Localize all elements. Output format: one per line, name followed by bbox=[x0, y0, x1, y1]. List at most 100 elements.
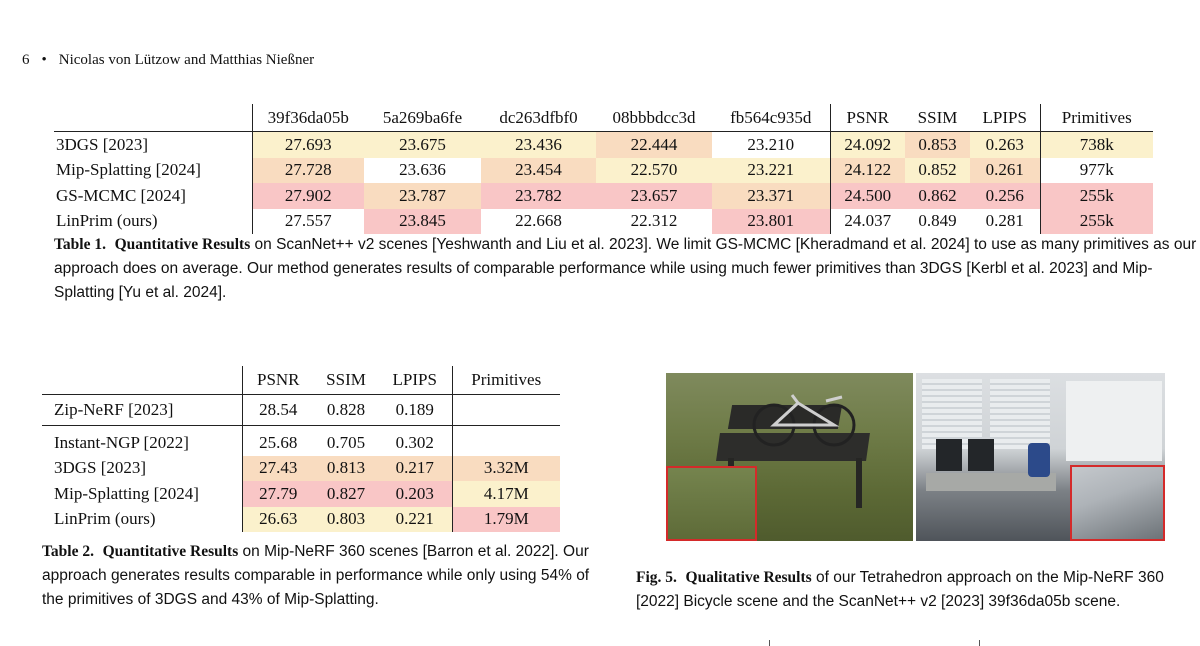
table-cell: 0.862 bbox=[905, 183, 970, 209]
table-cell: 27.728 bbox=[251, 157, 364, 183]
bench-leg bbox=[856, 458, 862, 508]
row-label: Instant-NGP [2022] bbox=[54, 432, 189, 452]
column-header-lpips: LPIPS bbox=[378, 366, 452, 395]
table-cell: 27.43 bbox=[241, 455, 314, 481]
table-cell: 0.705 bbox=[326, 432, 366, 452]
running-header: 6 • Nicolas von Lützow and Matthias Nießne… bbox=[22, 52, 314, 69]
table-cell: 0.849 bbox=[905, 208, 970, 234]
window-blinds bbox=[922, 379, 982, 449]
column-header-ssim: SSIM bbox=[905, 104, 970, 132]
table-cell: 27.557 bbox=[251, 208, 364, 234]
table-cell: 0.256 bbox=[970, 183, 1040, 209]
table-cell: 26.63 bbox=[241, 506, 314, 532]
table-cell: 0.827 bbox=[314, 481, 378, 507]
row-label: Zip-NeRF [2023] bbox=[42, 394, 242, 426]
table-2-header-row: PSNR SSIM LPIPS Primitives bbox=[42, 366, 560, 395]
table-row: 3DGS [2023] 27.43 0.813 0.217 3.32M bbox=[42, 455, 560, 481]
row-label: 3DGS [2023] bbox=[54, 458, 147, 478]
figure-5 bbox=[666, 373, 1165, 541]
table-cell: 255k bbox=[1039, 183, 1153, 209]
caption-bold: Qualitative Results bbox=[685, 569, 812, 586]
table-row: Mip-Splatting [2024] 27.728 23.636 23.45… bbox=[54, 157, 1153, 183]
table-row: LinPrim (ours) 26.63 0.803 0.221 1.79M bbox=[42, 506, 560, 532]
monitor bbox=[968, 439, 994, 471]
table-1-corner bbox=[54, 104, 252, 132]
table-cell: 738k bbox=[1039, 131, 1153, 158]
table-cell: 23.436 bbox=[481, 131, 596, 158]
office-chair bbox=[1028, 443, 1050, 477]
table-1-header-row: 39f36da05b 5a269ba6fe dc263dfbf0 08bbbdc… bbox=[54, 104, 1153, 132]
table-row: 3DGS [2023] 27.693 23.675 23.436 22.444 … bbox=[54, 131, 1153, 158]
table-cell: 23.454 bbox=[481, 157, 596, 183]
table-cell: 0.189 bbox=[378, 394, 452, 426]
whiteboard bbox=[1066, 381, 1162, 461]
table-row: GS-MCMC [2024] 27.902 23.787 23.782 23.6… bbox=[54, 183, 1153, 209]
table-cell: 0.263 bbox=[970, 131, 1040, 158]
table-cell: 0.261 bbox=[970, 157, 1040, 183]
table-cell: 22.570 bbox=[596, 157, 712, 183]
column-header-psnr: PSNR bbox=[241, 366, 314, 395]
column-header-psnr: PSNR bbox=[829, 104, 905, 132]
office-zoom-inset bbox=[1070, 465, 1165, 541]
table-row: Instant-NGP [2022] 25.68 0.705 0.302 bbox=[42, 425, 560, 456]
table-cell: 23.782 bbox=[481, 183, 596, 209]
table-cell: 23.657 bbox=[596, 183, 712, 209]
table-cell: 4.17M bbox=[451, 481, 560, 507]
table-cell: 22.312 bbox=[596, 208, 712, 234]
caption-text: of our Tetrahedron approach on the Mip-N… bbox=[636, 569, 1164, 610]
table-cell: 23.675 bbox=[364, 131, 481, 158]
table-1: 39f36da05b 5a269ba6fe dc263dfbf0 08bbbdc… bbox=[54, 104, 1153, 234]
table-2-corner bbox=[42, 366, 242, 395]
column-header-primitives: Primitives bbox=[451, 366, 560, 395]
table-cell: 0.813 bbox=[314, 455, 378, 481]
table-cell: 25.68 bbox=[241, 425, 314, 456]
table-cell: 1.79M bbox=[451, 506, 560, 532]
table-cell: 3.32M bbox=[451, 455, 560, 481]
table-cell: 0.803 bbox=[314, 506, 378, 532]
author-names: Nicolas von Lützow and Matthias Nießner bbox=[58, 52, 315, 68]
crop-mark bbox=[769, 640, 770, 646]
table-cell: 23.845 bbox=[364, 208, 481, 234]
table-cell: 0.828 bbox=[314, 394, 378, 426]
bicycle-scene-image bbox=[666, 373, 913, 541]
table-cell: 23.371 bbox=[712, 183, 830, 209]
row-label: LinPrim (ours) bbox=[54, 509, 156, 529]
table-row: Mip-Splatting [2024] 27.79 0.827 0.203 4… bbox=[42, 481, 560, 507]
table-cell: 22.444 bbox=[596, 131, 712, 158]
bicycle-drawing bbox=[752, 394, 856, 447]
table-cell: 27.902 bbox=[251, 183, 364, 209]
window-blinds bbox=[990, 379, 1050, 449]
row-label: 3DGS [2023] bbox=[56, 134, 149, 154]
crop-mark bbox=[979, 640, 980, 646]
table-cell: 23.801 bbox=[712, 208, 830, 234]
caption-text: on Mip-NeRF 360 scenes [Barron et al. 20… bbox=[42, 543, 590, 608]
table-row: Zip-NeRF [2023] 28.54 0.828 0.189 bbox=[42, 394, 560, 426]
table-cell: 0.853 bbox=[905, 131, 970, 158]
table-cell: 23.787 bbox=[364, 183, 481, 209]
table-cell: 0.852 bbox=[905, 157, 970, 183]
column-header-ssim: SSIM bbox=[314, 366, 378, 395]
table-cell: 23.210 bbox=[712, 131, 830, 158]
desk bbox=[926, 473, 1056, 491]
column-header-39f36da05b: 39f36da05b bbox=[251, 104, 364, 132]
table-cell: 0.281 bbox=[970, 208, 1040, 234]
office-scene-image bbox=[916, 373, 1165, 541]
page-number: 6 bbox=[22, 52, 30, 68]
table-cell: 0.203 bbox=[378, 481, 452, 507]
table-cell: 24.037 bbox=[829, 208, 905, 234]
column-header-08bbbdcc3d: 08bbbdcc3d bbox=[596, 104, 712, 132]
column-header-primitives: Primitives bbox=[1039, 104, 1153, 132]
column-header-fb564c935d: fb564c935d bbox=[712, 104, 830, 132]
column-header-dc263dfbf0: dc263dfbf0 bbox=[481, 104, 596, 132]
table-cell: 23.636 bbox=[364, 157, 481, 183]
caption-bold: Quantitative Results bbox=[114, 236, 251, 253]
table-cell: 24.500 bbox=[829, 183, 905, 209]
table-cell: 24.092 bbox=[829, 131, 905, 158]
row-label: Mip-Splatting [2024] bbox=[54, 483, 199, 503]
table-cell: 23.221 bbox=[712, 157, 830, 183]
table-cell: 977k bbox=[1039, 157, 1153, 183]
table-1-caption: Table 1. Quantitative Results on ScanNet… bbox=[54, 233, 1200, 305]
table-cell: 28.54 bbox=[241, 394, 314, 426]
caption-text: on ScanNet++ v2 scenes [Yeshwanth and Li… bbox=[54, 236, 1197, 301]
table-cell: 255k bbox=[1039, 208, 1153, 234]
